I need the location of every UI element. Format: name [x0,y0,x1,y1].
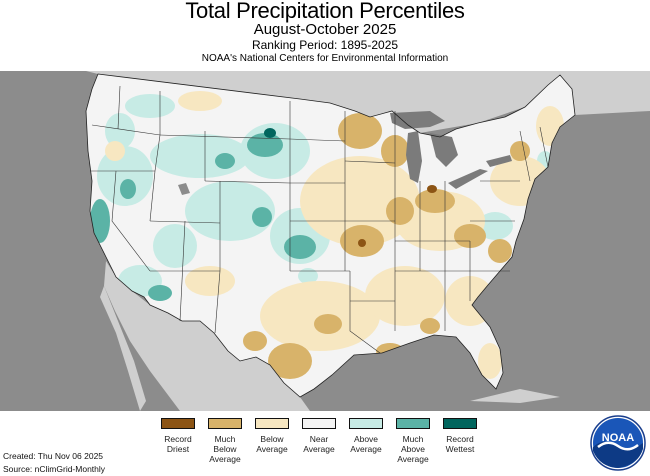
legend: Record Driest Much Below Average Below Average… [156,418,486,473]
legend-label: Record Wettest [445,434,475,454]
lake-michigan [406,131,422,183]
legend-item: Record Wettest [438,418,482,454]
ranking-period: Ranking Period: 1895-2025 [251,38,399,52]
agency-name: NOAA's National Centers for Environmenta… [201,53,449,64]
map-canvas [0,71,650,411]
legend-label: Near Average [303,434,335,454]
logo-text: NOAA [602,432,634,444]
precipitation-percentile-fields [90,91,564,379]
legend-label: Above Average [350,434,382,454]
state-boundaries [91,85,549,354]
data-source: Source: nClimGrid-Monthly [3,464,106,474]
legend-label: Much Above Average [397,434,429,464]
legend-swatch [161,418,195,429]
great-salt-lake [178,183,190,195]
noaa-logo-icon: NOAA [590,415,646,471]
legend-swatch [443,418,477,429]
legend-item: Below Average [250,418,294,454]
legend-item: Above Average [344,418,388,454]
legend-swatch [255,418,289,429]
map-subtitle: August-October 2025 [253,21,397,38]
precipitation-map [0,71,650,411]
legend-swatch [302,418,336,429]
created-date: Created: Thu Nov 06 2025 [3,451,104,461]
legend-item: Near Average [297,418,341,454]
baja-peninsula [100,286,146,411]
legend-swatch [208,418,242,429]
mexico-landmass [104,261,310,411]
map-header: Total Precipitation Percentiles August-O… [0,0,650,65]
lake-ontario [486,155,512,167]
map-title: Total Precipitation Percentiles [185,0,465,23]
lake-huron [430,133,458,167]
caribbean-islands [470,389,560,403]
legend-label: Below Average [256,434,288,454]
noaa-logo-graphic: NOAA [590,415,646,471]
legend-item: Much Above Average [391,418,435,464]
legend-item: Record Driest [156,418,200,454]
lake-erie [448,169,488,189]
legend-label: Much Below Average [209,434,241,464]
legend-item: Much Below Average [203,418,247,464]
legend-swatch [349,418,383,429]
lake-superior [390,111,445,129]
legend-label: Record Driest [164,434,192,454]
legend-swatch [396,418,430,429]
